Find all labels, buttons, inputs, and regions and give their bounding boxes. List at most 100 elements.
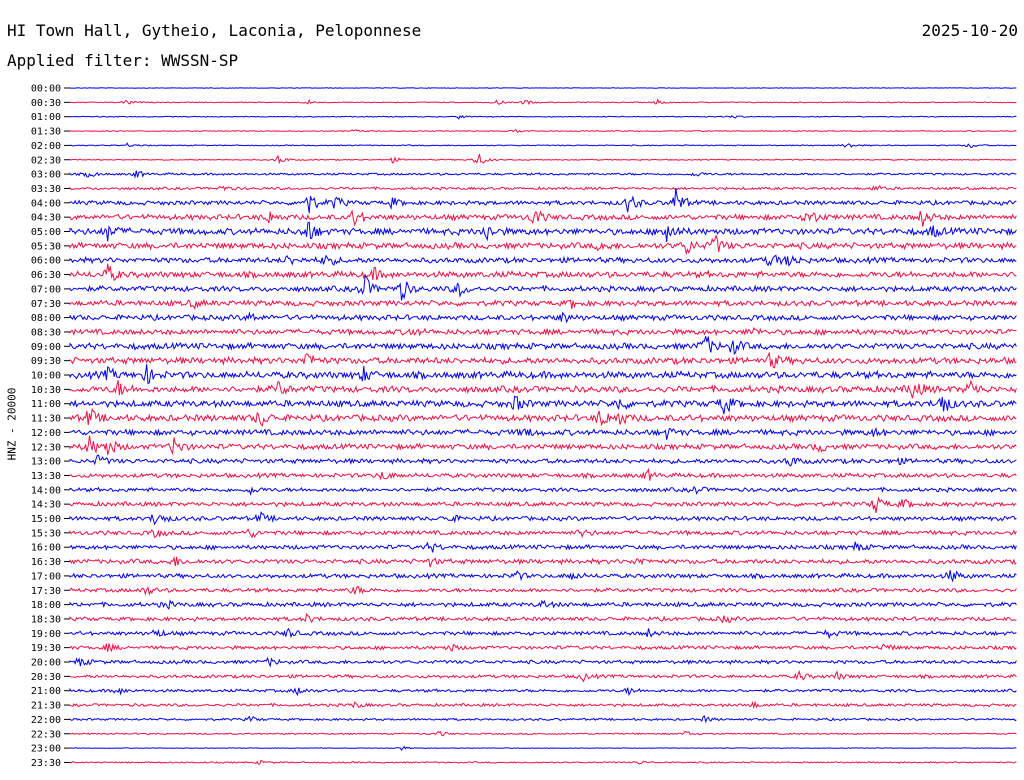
trace-0200 bbox=[69, 142, 1017, 148]
tick-label-0730: 07:30 bbox=[31, 299, 61, 310]
trace-1630 bbox=[69, 556, 1017, 568]
trace-0630 bbox=[69, 263, 1017, 282]
trace-1830 bbox=[69, 612, 1017, 624]
trace-2000 bbox=[69, 656, 1017, 668]
trace-0930 bbox=[69, 352, 1017, 369]
tick-label-2330: 23:30 bbox=[31, 758, 61, 769]
tick-label-0430: 04:30 bbox=[31, 213, 61, 224]
trace-2200 bbox=[69, 715, 1017, 724]
trace-0000 bbox=[69, 87, 1017, 89]
tick-label-1500: 15:00 bbox=[31, 514, 61, 525]
trace-1130 bbox=[69, 407, 1017, 427]
trace-1930 bbox=[69, 642, 1017, 653]
trace-1800 bbox=[69, 599, 1017, 611]
tick-label-0330: 03:30 bbox=[31, 184, 61, 195]
trace-2130 bbox=[69, 700, 1017, 710]
trace-0530 bbox=[69, 234, 1017, 256]
trace-1430 bbox=[69, 496, 1017, 513]
tick-label-0500: 05:00 bbox=[31, 227, 61, 238]
trace-1230 bbox=[69, 435, 1017, 456]
tick-label-0600: 06:00 bbox=[31, 256, 61, 267]
trace-1500 bbox=[69, 511, 1017, 526]
trace-0330 bbox=[69, 185, 1017, 192]
trace-1400 bbox=[69, 485, 1017, 496]
tick-label-0100: 01:00 bbox=[31, 112, 61, 123]
tick-label-0130: 01:30 bbox=[31, 127, 61, 138]
trace-1530 bbox=[69, 528, 1017, 539]
tick-label-2030: 20:30 bbox=[31, 672, 61, 683]
tick-label-1300: 13:00 bbox=[31, 457, 61, 468]
tick-label-0830: 08:30 bbox=[31, 327, 61, 338]
tick-label-0300: 03:00 bbox=[31, 170, 61, 181]
tick-label-1600: 16:00 bbox=[31, 543, 61, 554]
tick-label-0030: 00:30 bbox=[31, 98, 61, 109]
trace-2030 bbox=[69, 669, 1017, 683]
trace-2100 bbox=[69, 687, 1017, 697]
trace-1600 bbox=[69, 541, 1017, 553]
trace-0830 bbox=[69, 326, 1017, 337]
trace-0600 bbox=[69, 254, 1017, 267]
tick-label-1800: 18:00 bbox=[31, 600, 61, 611]
trace-0730 bbox=[69, 298, 1017, 311]
tick-label-1130: 11:30 bbox=[31, 414, 61, 425]
tick-label-0930: 09:30 bbox=[31, 356, 61, 367]
tick-label-0700: 07:00 bbox=[31, 284, 61, 295]
tick-label-1100: 11:00 bbox=[31, 399, 61, 410]
tick-label-1230: 12:30 bbox=[31, 442, 61, 453]
tick-label-0800: 08:00 bbox=[31, 313, 61, 324]
trace-0900 bbox=[69, 336, 1017, 356]
tick-label-1930: 19:30 bbox=[31, 643, 61, 654]
trace-0130 bbox=[69, 129, 1017, 133]
tick-label-2130: 21:30 bbox=[31, 701, 61, 712]
trace-1900 bbox=[69, 627, 1017, 640]
tick-label-2300: 23:00 bbox=[31, 744, 61, 755]
trace-2300 bbox=[69, 745, 1017, 751]
tick-label-0530: 05:30 bbox=[31, 241, 61, 252]
trace-1100 bbox=[69, 395, 1017, 415]
tick-label-1030: 10:30 bbox=[31, 385, 61, 396]
trace-0030 bbox=[69, 98, 1017, 106]
trace-0230 bbox=[69, 153, 1017, 165]
trace-0800 bbox=[69, 311, 1017, 324]
tick-label-1700: 17:00 bbox=[31, 571, 61, 582]
tick-label-0900: 09:00 bbox=[31, 342, 61, 353]
tick-label-1000: 10:00 bbox=[31, 371, 61, 382]
trace-1330 bbox=[69, 467, 1017, 481]
trace-1700 bbox=[69, 570, 1017, 583]
trace-0400 bbox=[69, 188, 1017, 214]
tick-label-1730: 17:30 bbox=[31, 586, 61, 597]
trace-1000 bbox=[69, 364, 1017, 385]
trace-2330 bbox=[69, 759, 1017, 765]
tick-label-1630: 16:30 bbox=[31, 557, 61, 568]
trace-2230 bbox=[69, 730, 1017, 737]
trace-0700 bbox=[69, 275, 1017, 301]
trace-0300 bbox=[69, 170, 1017, 179]
filter-label: Applied filter: WWSSN-SP bbox=[7, 51, 239, 70]
station-title: HI Town Hall, Gytheio, Laconia, Peloponn… bbox=[7, 21, 422, 40]
trace-1300 bbox=[69, 454, 1017, 467]
tick-label-0000: 00:00 bbox=[31, 84, 61, 95]
tick-label-2100: 21:00 bbox=[31, 686, 61, 697]
tick-label-1530: 15:30 bbox=[31, 528, 61, 539]
trace-0100 bbox=[69, 114, 1017, 120]
tick-label-0630: 06:30 bbox=[31, 270, 61, 281]
trace-1730 bbox=[69, 585, 1017, 597]
tick-label-2230: 22:30 bbox=[31, 729, 61, 740]
tick-label-1830: 18:30 bbox=[31, 614, 61, 625]
tick-label-1900: 19:00 bbox=[31, 629, 61, 640]
tick-label-2000: 20:00 bbox=[31, 658, 61, 669]
tick-label-0400: 04:00 bbox=[31, 198, 61, 209]
tick-label-1200: 12:00 bbox=[31, 428, 61, 439]
trace-1030 bbox=[69, 379, 1017, 399]
trace-0430 bbox=[69, 209, 1017, 227]
tick-label-1400: 14:00 bbox=[31, 485, 61, 496]
tick-label-1430: 14:30 bbox=[31, 500, 61, 511]
trace-0500 bbox=[69, 221, 1017, 243]
tick-label-2200: 22:00 bbox=[31, 715, 61, 726]
trace-1200 bbox=[69, 427, 1017, 440]
tick-label-1330: 13:30 bbox=[31, 471, 61, 482]
date-label: 2025-10-20 bbox=[921, 21, 1018, 40]
tick-label-0200: 02:00 bbox=[31, 141, 61, 152]
tick-label-0230: 02:30 bbox=[31, 155, 61, 166]
